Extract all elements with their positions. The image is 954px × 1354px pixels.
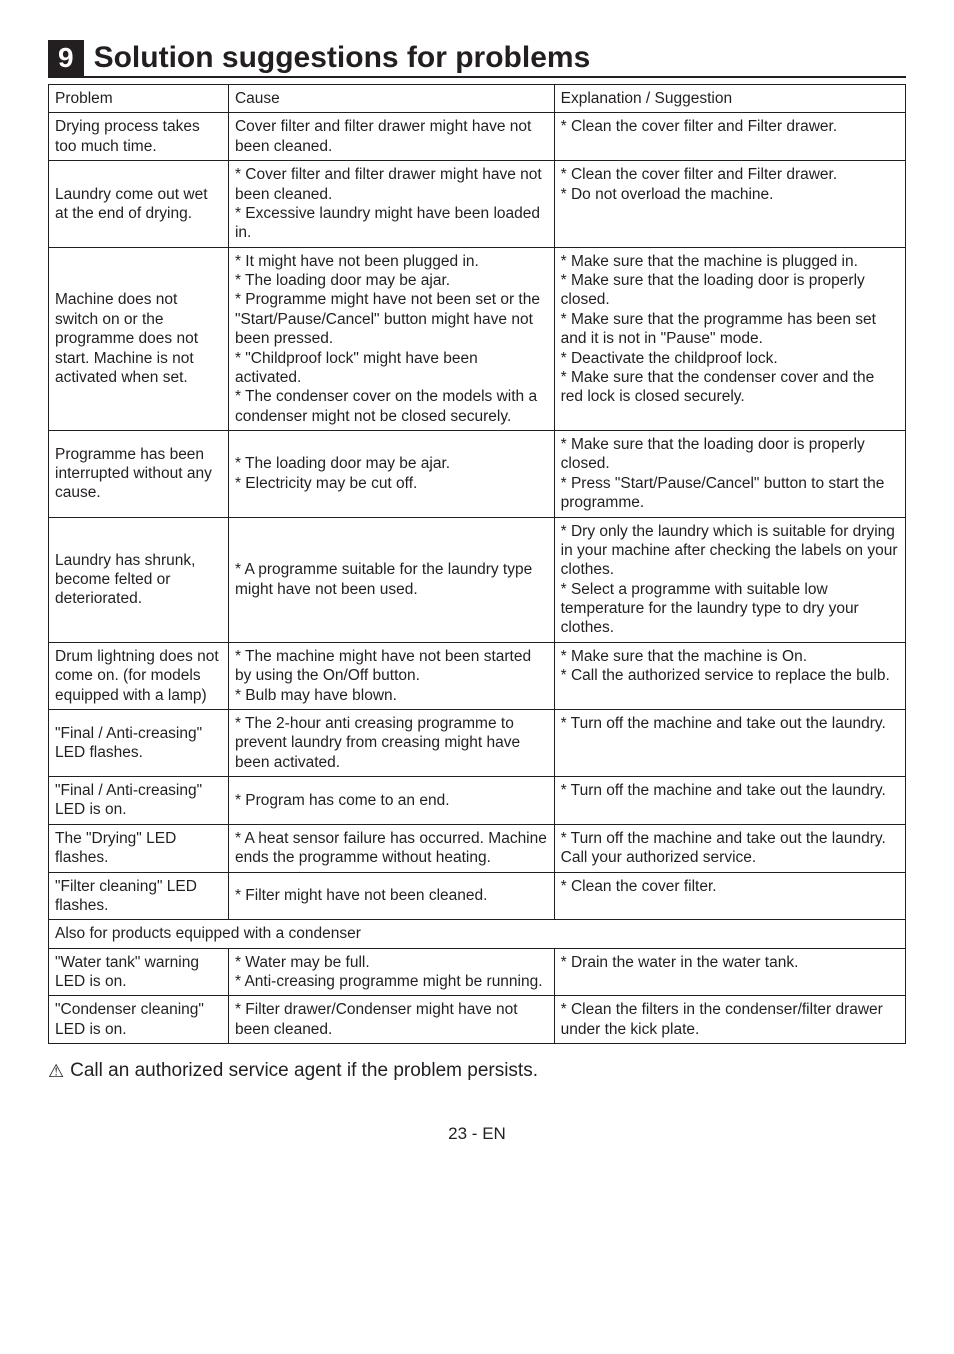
cell-problem: "Condenser cleaning" LED is on. — [49, 996, 229, 1044]
warning-text: Call an authorized service agent if the … — [70, 1060, 538, 1082]
cell-cause: * Filter drawer/Condenser might have not… — [228, 996, 554, 1044]
cell-problem: Laundry come out wet at the end of dryin… — [49, 161, 229, 248]
section-number-chip: 9 — [48, 40, 84, 76]
cell-suggestion: * Clean the cover filter and Filter draw… — [554, 161, 905, 248]
table-row: Laundry has shrunk, become felted or det… — [49, 517, 906, 642]
cell-suggestion: * Turn off the machine and take out the … — [554, 824, 905, 872]
table-row: "Final / Anti-creasing" LED flashes.* Th… — [49, 709, 906, 776]
table-row: Laundry come out wet at the end of dryin… — [49, 161, 906, 248]
cell-cause: * A programme suitable for the laundry t… — [228, 517, 554, 642]
cell-problem: The "Drying" LED flashes. — [49, 824, 229, 872]
cell-cause: * The machine might have not been starte… — [228, 642, 554, 709]
table-row: "Final / Anti-creasing" LED is on.* Prog… — [49, 777, 906, 825]
cell-suggestion: * Make sure that the loading door is pro… — [554, 431, 905, 518]
cell-problem: Drum lightning does not come on. (for mo… — [49, 642, 229, 709]
warning-line: ⚠ Call an authorized service agent if th… — [48, 1060, 906, 1082]
table-row: Machine does not switch on or the progra… — [49, 247, 906, 430]
cell-problem: Laundry has shrunk, become felted or det… — [49, 517, 229, 642]
cell-problem: "Final / Anti-creasing" LED flashes. — [49, 709, 229, 776]
cell-problem: Drying process takes too much time. — [49, 113, 229, 161]
section-heading: 9 Solution suggestions for problems — [48, 40, 906, 78]
cell-suggestion: * Clean the filters in the condenser/fil… — [554, 996, 905, 1044]
cell-cause: * It might have not been plugged in. * T… — [228, 247, 554, 430]
cell-cause: Cover filter and filter drawer might hav… — [228, 113, 554, 161]
cell-suggestion: * Make sure that the machine is On. * Ca… — [554, 642, 905, 709]
table-row: "Condenser cleaning" LED is on.* Filter … — [49, 996, 906, 1044]
header-problem: Problem — [49, 85, 229, 113]
cell-cause: * Water may be full. * Anti-creasing pro… — [228, 948, 554, 996]
table-row: Programme has been interrupted without a… — [49, 431, 906, 518]
table-row: Drying process takes too much time. Cove… — [49, 113, 906, 161]
cell-cause: * Cover filter and filter drawer might h… — [228, 161, 554, 248]
troubleshooting-table: Problem Cause Explanation / Suggestion D… — [48, 84, 906, 1044]
table-section-row: Also for products equipped with a conden… — [49, 920, 906, 948]
cell-suggestion: * Drain the water in the water tank. — [554, 948, 905, 996]
cell-cause: * A heat sensor failure has occurred. Ma… — [228, 824, 554, 872]
table-row: Drum lightning does not come on. (for mo… — [49, 642, 906, 709]
warning-icon: ⚠ — [48, 1061, 64, 1082]
cell-cause: * Filter might have not been cleaned. — [228, 872, 554, 920]
cell-suggestion: * Clean the cover filter and Filter draw… — [554, 113, 905, 161]
cell-suggestion: * Make sure that the machine is plugged … — [554, 247, 905, 430]
header-cause: Cause — [228, 85, 554, 113]
section-row-text: Also for products equipped with a conden… — [49, 920, 906, 948]
cell-suggestion: * Turn off the machine and take out the … — [554, 709, 905, 776]
cell-problem: "Water tank" warning LED is on. — [49, 948, 229, 996]
table-row: "Water tank" warning LED is on.* Water m… — [49, 948, 906, 996]
cell-cause: * Program has come to an end. — [228, 777, 554, 825]
cell-problem: "Final / Anti-creasing" LED is on. — [49, 777, 229, 825]
section-title: Solution suggestions for problems — [94, 41, 591, 75]
cell-problem: Machine does not switch on or the progra… — [49, 247, 229, 430]
cell-problem: "Filter cleaning" LED flashes. — [49, 872, 229, 920]
cell-suggestion: * Dry only the laundry which is suitable… — [554, 517, 905, 642]
cell-suggestion: * Clean the cover filter. — [554, 872, 905, 920]
table-row: The "Drying" LED flashes.* A heat sensor… — [49, 824, 906, 872]
page-number: 23 - EN — [48, 1124, 906, 1144]
cell-suggestion: * Turn off the machine and take out the … — [554, 777, 905, 825]
cell-problem: Programme has been interrupted without a… — [49, 431, 229, 518]
cell-cause: * The 2-hour anti creasing programme to … — [228, 709, 554, 776]
table-header-row: Problem Cause Explanation / Suggestion — [49, 85, 906, 113]
header-suggestion: Explanation / Suggestion — [554, 85, 905, 113]
table-row: "Filter cleaning" LED flashes.* Filter m… — [49, 872, 906, 920]
cell-cause: * The loading door may be ajar. * Electr… — [228, 431, 554, 518]
